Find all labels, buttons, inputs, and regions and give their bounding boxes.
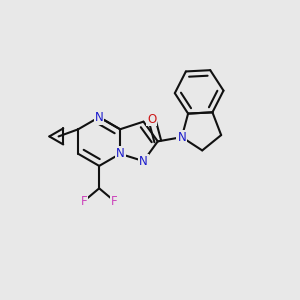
Text: N: N <box>139 154 148 168</box>
Text: O: O <box>147 112 156 125</box>
Text: N: N <box>116 147 125 161</box>
Text: F: F <box>80 195 87 208</box>
Text: F: F <box>111 195 118 208</box>
Text: N: N <box>177 130 186 144</box>
Text: N: N <box>95 111 103 124</box>
